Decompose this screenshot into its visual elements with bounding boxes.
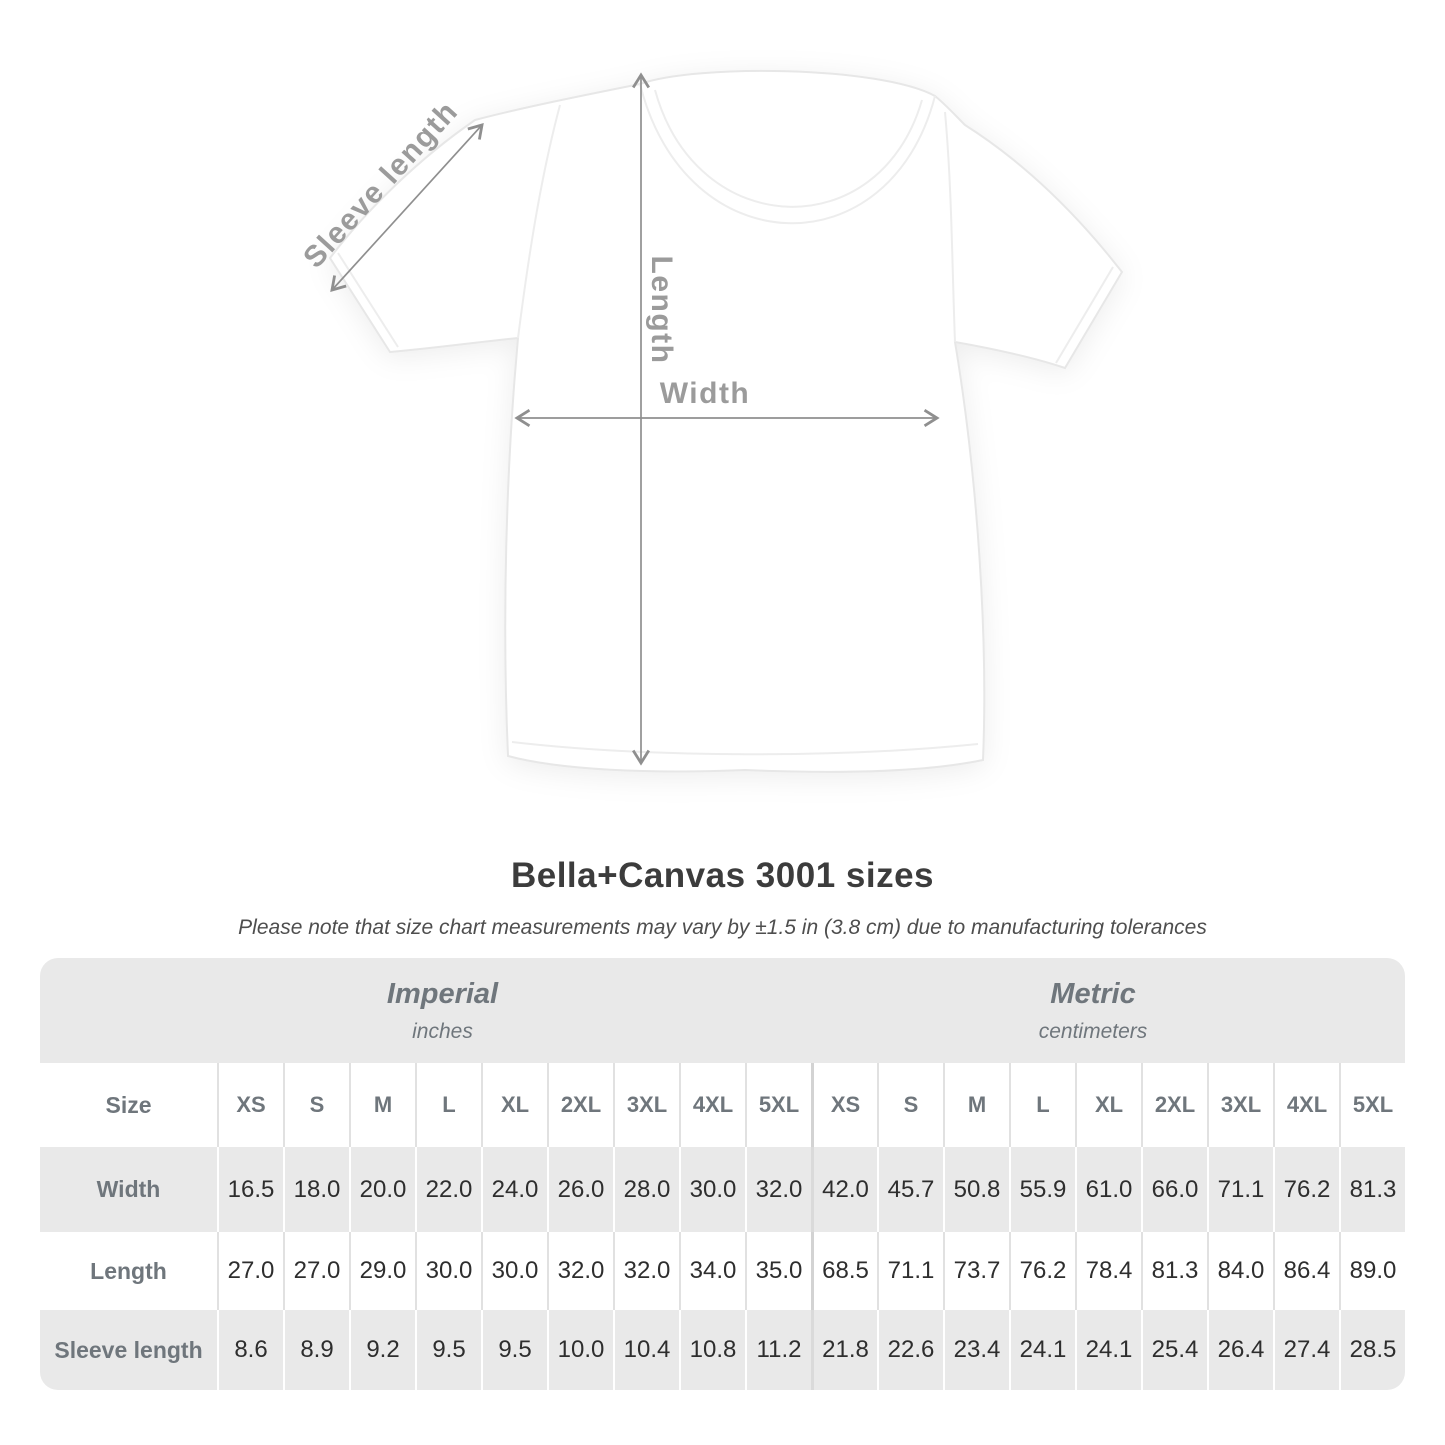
value-cell: 9.5: [415, 1310, 481, 1390]
value-cell: 71.1: [877, 1232, 943, 1310]
value-cell: 32.0: [547, 1232, 613, 1310]
size-cell: 5XL: [1339, 1063, 1405, 1147]
value-cell: 73.7: [943, 1232, 1009, 1310]
value-cell: 26.0: [547, 1147, 613, 1232]
page-title: Bella+Canvas 3001 sizes: [510, 856, 935, 895]
value-cell: 26.4: [1207, 1310, 1273, 1390]
size-cell: S: [283, 1063, 349, 1147]
value-cell: 32.0: [613, 1232, 679, 1310]
value-cell: 18.0: [283, 1147, 349, 1232]
row-label-sleeve-length: Sleeve length: [40, 1310, 217, 1390]
size-column-header: Size: [40, 1063, 217, 1147]
tshirt-diagram: Sleeve length Length Width: [297, 69, 1124, 773]
metric-section-header: Metric centimeters: [811, 958, 1405, 1063]
value-cell: 34.0: [679, 1232, 745, 1310]
value-cell: 30.0: [415, 1232, 481, 1310]
size-cell: S: [877, 1063, 943, 1147]
tolerance-note: Please note that size chart measurements…: [238, 916, 1207, 939]
imperial-section-title: Imperial: [386, 977, 499, 1010]
value-cell: 84.0: [1207, 1232, 1273, 1310]
collar-inner-seam: [654, 89, 923, 208]
value-cell: 55.9: [1009, 1147, 1075, 1232]
size-cell: 3XL: [613, 1063, 679, 1147]
value-cell: 23.4: [943, 1310, 1009, 1390]
tshirt-shape: [328, 69, 1124, 773]
value-cell: 27.0: [217, 1232, 283, 1310]
value-cell: 89.0: [1339, 1232, 1405, 1310]
value-cell: 25.4: [1141, 1310, 1207, 1390]
value-cell: 27.0: [283, 1232, 349, 1310]
length-label: Length: [645, 256, 678, 365]
value-cell: 68.5: [811, 1232, 877, 1310]
value-cell: 66.0: [1141, 1147, 1207, 1232]
value-cell: 24.0: [481, 1147, 547, 1232]
value-cell: 24.1: [1075, 1310, 1141, 1390]
value-cell: 10.0: [547, 1310, 613, 1390]
value-cell: 35.0: [745, 1232, 811, 1310]
right-sleeve-seam: [944, 111, 956, 343]
left-sleeve-seam: [517, 104, 561, 339]
value-cell: 78.4: [1075, 1232, 1141, 1310]
value-cell: 10.8: [679, 1310, 745, 1390]
value-cell: 8.6: [217, 1310, 283, 1390]
right-cuff-seam: [1055, 266, 1114, 364]
value-cell: 50.8: [943, 1147, 1009, 1232]
value-cell: 76.2: [1009, 1232, 1075, 1310]
value-cell: 81.3: [1339, 1147, 1405, 1232]
metric-section-title: Metric: [1050, 977, 1136, 1010]
width-label: Width: [660, 377, 751, 410]
size-cell: 4XL: [1273, 1063, 1339, 1147]
row-label-length: Length: [40, 1232, 217, 1310]
value-cell: 27.4: [1273, 1310, 1339, 1390]
value-cell: 21.8: [811, 1310, 877, 1390]
value-cell: 32.0: [745, 1147, 811, 1232]
value-cell: 30.0: [481, 1232, 547, 1310]
size-table: Imperial inches Metric centimeters Size …: [40, 958, 1405, 1390]
value-cell: 8.9: [283, 1310, 349, 1390]
value-cell: 29.0: [349, 1232, 415, 1310]
value-cell: 9.2: [349, 1310, 415, 1390]
size-cell: XS: [811, 1063, 877, 1147]
imperial-section-header: Imperial inches: [40, 958, 811, 1063]
size-cell: XL: [1075, 1063, 1141, 1147]
value-cell: 16.5: [217, 1147, 283, 1232]
row-label-width: Width: [40, 1147, 217, 1232]
value-cell: 86.4: [1273, 1232, 1339, 1310]
value-cell: 42.0: [811, 1147, 877, 1232]
size-cell: M: [349, 1063, 415, 1147]
size-cell: XL: [481, 1063, 547, 1147]
size-cell: XS: [217, 1063, 283, 1147]
size-cell: L: [1009, 1063, 1075, 1147]
value-cell: 11.2: [745, 1310, 811, 1390]
value-cell: 61.0: [1075, 1147, 1141, 1232]
value-cell: 9.5: [481, 1310, 547, 1390]
value-cell: 10.4: [613, 1310, 679, 1390]
size-cell: M: [943, 1063, 1009, 1147]
value-cell: 28.0: [613, 1147, 679, 1232]
value-cell: 76.2: [1273, 1147, 1339, 1232]
value-cell: 30.0: [679, 1147, 745, 1232]
hem-seam: [511, 741, 979, 756]
value-cell: 24.1: [1009, 1310, 1075, 1390]
size-cell: 3XL: [1207, 1063, 1273, 1147]
value-cell: 20.0: [349, 1147, 415, 1232]
value-cell: 71.1: [1207, 1147, 1273, 1232]
size-cell: L: [415, 1063, 481, 1147]
size-cell: 4XL: [679, 1063, 745, 1147]
value-cell: 22.0: [415, 1147, 481, 1232]
metric-section-unit: centimeters: [1038, 1019, 1148, 1043]
value-cell: 81.3: [1141, 1232, 1207, 1310]
imperial-section-unit: inches: [412, 1019, 473, 1043]
sleeve-length-arrow: [330, 123, 484, 292]
size-cell: 2XL: [1141, 1063, 1207, 1147]
size-cell: 5XL: [745, 1063, 811, 1147]
size-cell: 2XL: [547, 1063, 613, 1147]
value-cell: 45.7: [877, 1147, 943, 1232]
collar-outer-seam: [639, 83, 936, 225]
value-cell: 28.5: [1339, 1310, 1405, 1390]
value-cell: 22.6: [877, 1310, 943, 1390]
